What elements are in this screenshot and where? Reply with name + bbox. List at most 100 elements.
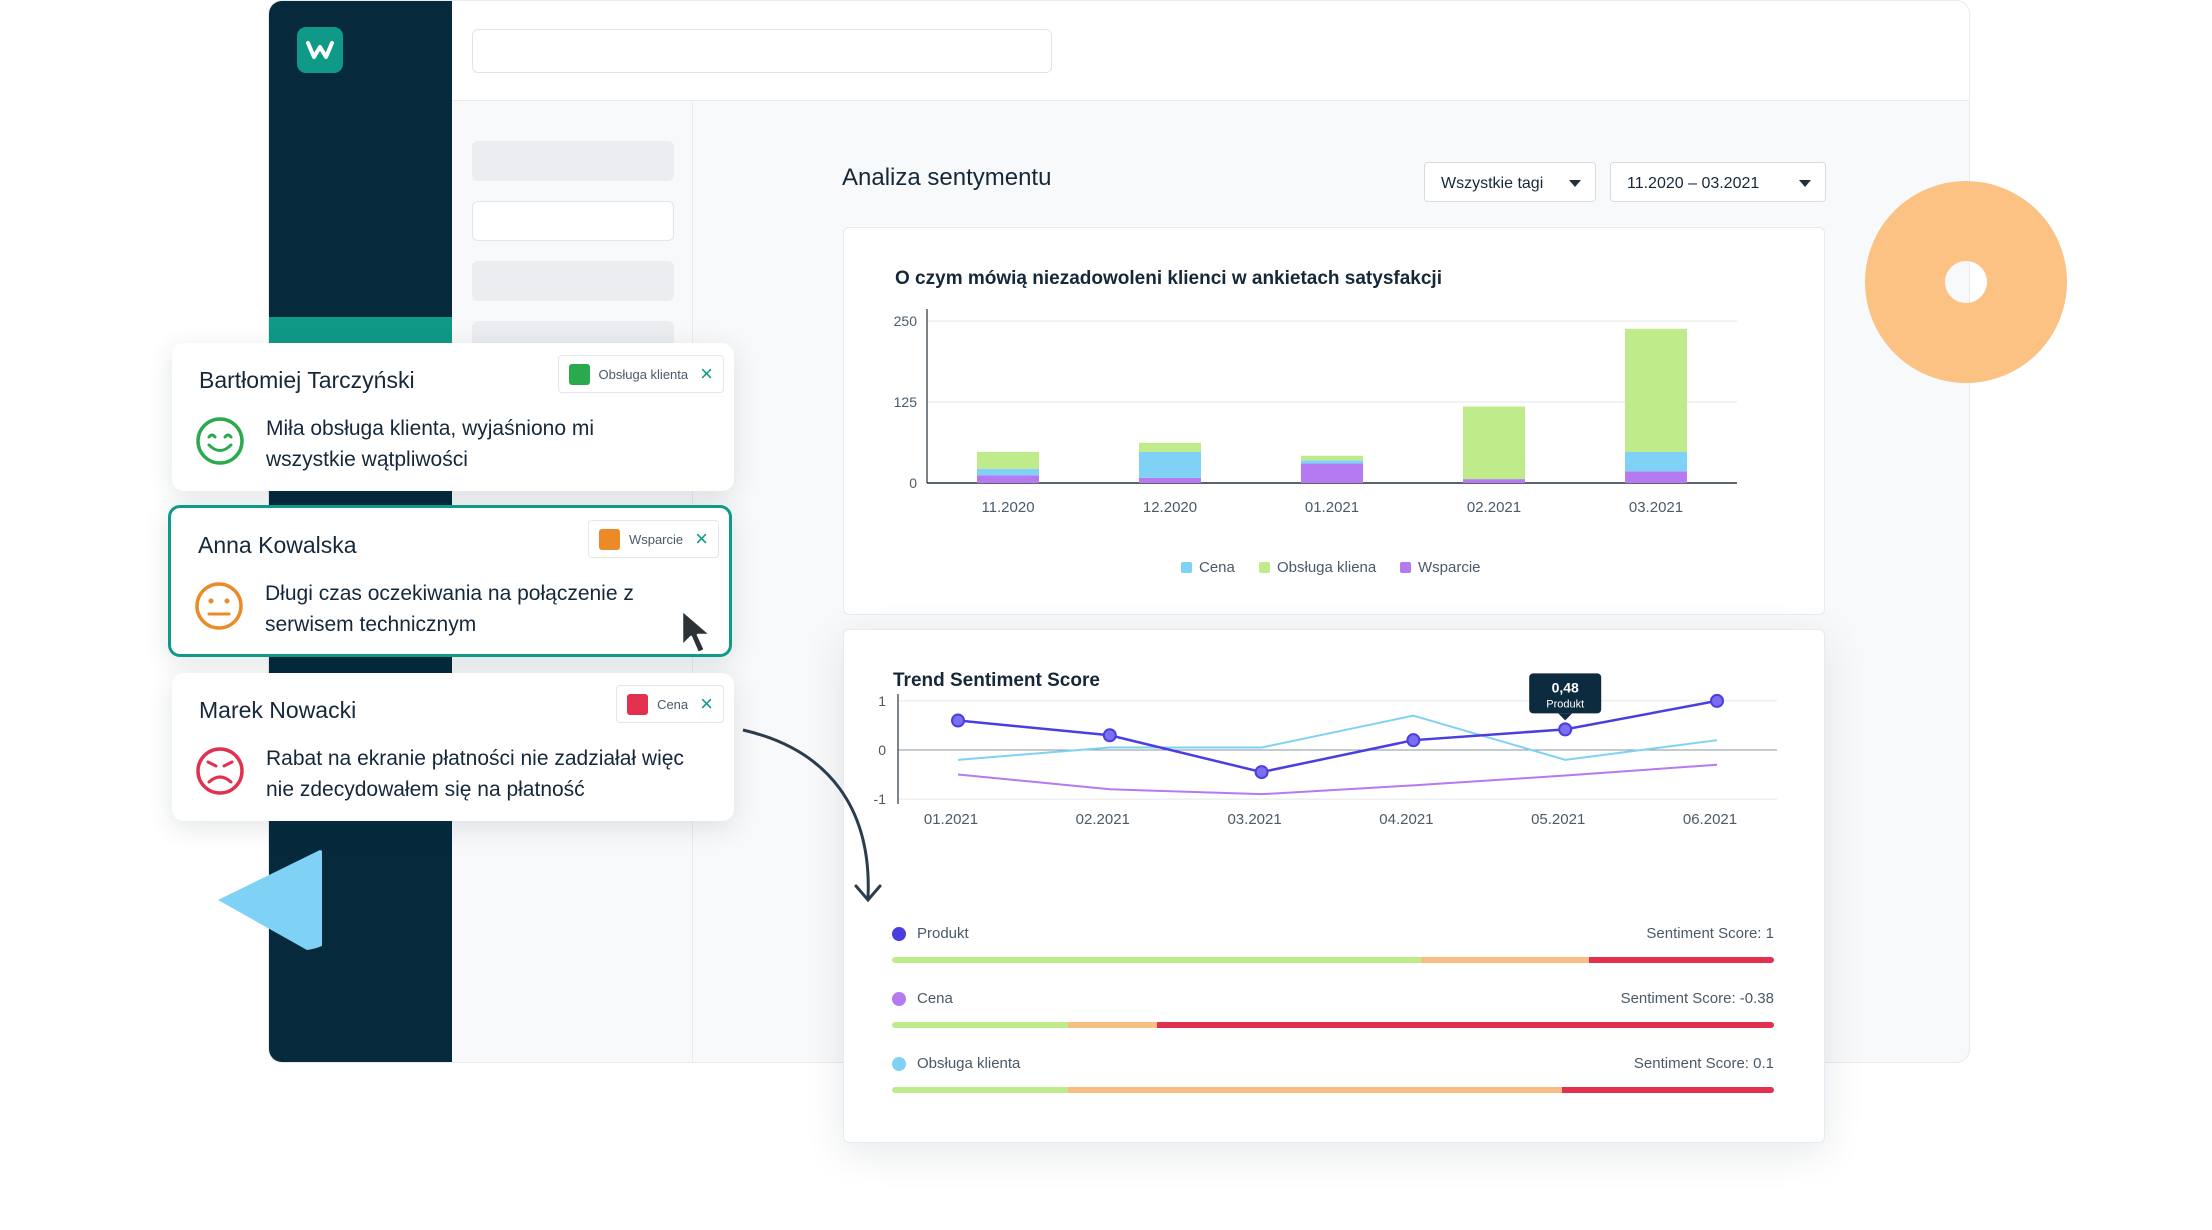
bar-segment: [1625, 471, 1687, 483]
feedback-message: Miła obsługa klienta, wyjaśniono mi wszy…: [266, 417, 594, 471]
date-range-value: 11.2020 – 03.2021: [1627, 175, 1760, 192]
y-tick-label: 1: [878, 693, 886, 709]
tooltip-pointer: [1558, 713, 1573, 721]
close-icon[interactable]: ×: [695, 526, 708, 551]
legend-label: Cena: [1199, 559, 1235, 576]
series-line: [957, 763, 1718, 796]
tag-color-swatch: [627, 693, 649, 715]
trend-chart-title: Trend Sentiment Score: [893, 670, 1100, 691]
series-line: [957, 714, 1718, 761]
close-icon[interactable]: ×: [700, 691, 713, 716]
chart-tooltip: 0,48 Produkt: [1529, 673, 1602, 721]
y-tick-label: 0: [909, 475, 917, 491]
feedback-message: Rabat na ekranie płatności nie zadziałał…: [266, 747, 684, 801]
sentiment-bar-segment: [1068, 1022, 1157, 1028]
bar-segment: [1301, 463, 1363, 483]
legend-item-cena: Cena: [1181, 559, 1235, 576]
sentiment-bar-segment: [1156, 1022, 1774, 1028]
tag-label: Cena: [657, 696, 689, 712]
bar-segment: [1139, 451, 1201, 478]
sentiment-bar-segment: [892, 1087, 1069, 1093]
sentiment-score-value: Sentiment Score: 1: [1646, 925, 1774, 942]
bar-chart-title: O czym mówią niezadowoleni klienci w ank…: [895, 268, 1442, 289]
nav-placeholder[interactable]: [472, 261, 674, 301]
sentiment-score-value: Sentiment Score: -0.38: [1620, 990, 1774, 1007]
bar-segment: [1301, 460, 1363, 464]
tag-label: Obsługa klienta: [598, 366, 689, 382]
bar-segment: [1625, 328, 1687, 452]
x-tick-label: 02.2021: [1076, 811, 1130, 828]
sentiment-bar-segment: [1588, 957, 1774, 963]
bar-segment: [977, 451, 1039, 469]
neutral-face-icon: [195, 582, 243, 630]
sentiment-bar-segment: [892, 957, 1422, 963]
nav-placeholder[interactable]: [472, 201, 674, 241]
x-tick-label: 04.2021: [1379, 811, 1433, 828]
bar-segment: [977, 468, 1039, 476]
customer-name: Anna Kowalska: [198, 532, 357, 558]
page-title: Analiza sentymentu: [842, 164, 1052, 191]
legend-item-obsluga: Obsługa kliena: [1259, 559, 1376, 576]
tag-color-swatch: [598, 528, 620, 550]
x-tick-label: 12.2020: [1143, 499, 1197, 516]
feedback-card[interactable]: Marek Nowacki Cena × Rabat na ekranie pł…: [172, 673, 734, 821]
series-line: [957, 699, 1718, 774]
y-tick-label: 0: [878, 742, 886, 758]
close-icon[interactable]: ×: [700, 361, 713, 386]
tooltip-label: Produkt: [1546, 698, 1584, 710]
data-point: [1254, 765, 1269, 780]
bar-segment: [977, 475, 1039, 483]
sentiment-bar: [892, 957, 1774, 963]
date-range-select[interactable]: 11.2020 – 03.2021: [1610, 162, 1826, 202]
legend-swatch: [1181, 562, 1192, 573]
x-tick-label: 01.2021: [924, 811, 978, 828]
x-tick-label: 11.2020: [981, 499, 1034, 516]
series-name: Obsługa klienta: [917, 1055, 1021, 1072]
search-input[interactable]: [472, 29, 1052, 73]
sentiment-bar: [892, 1022, 1774, 1028]
sentiment-bar: [892, 1087, 1774, 1093]
bar-chart-card: O czym mówią niezadowoleni klienci w ank…: [843, 227, 1825, 615]
data-point: [1710, 693, 1724, 708]
feedback-card-selected[interactable]: Anna Kowalska Wsparcie × Długi czas ocze…: [168, 505, 732, 657]
x-tick-label: 03.2021: [1227, 811, 1281, 828]
legend-item-wsparcie: Wsparcie: [1400, 559, 1481, 576]
feedback-message: Długi czas oczekiwania na połączenie z s…: [265, 582, 634, 636]
customer-name: Bartłomiej Tarczyński: [199, 367, 415, 393]
legend-label: Wsparcie: [1418, 559, 1481, 576]
data-point: [1102, 728, 1117, 743]
sentiment-bar-segment: [892, 1022, 1069, 1028]
sentiment-bar-segment: [1421, 957, 1589, 963]
series-dot: [892, 927, 906, 941]
data-point: [1558, 722, 1573, 737]
trend-chart-card: Trend Sentiment Score 1 0 -1 01.2021 02.2021…: [843, 629, 1825, 1143]
angry-face-icon: [196, 747, 244, 795]
data-point: [1406, 733, 1421, 748]
tag-filter-value: Wszystkie tagi: [1441, 175, 1544, 192]
series-dot: [892, 992, 906, 1006]
nav-placeholder[interactable]: [472, 141, 674, 181]
customer-name: Marek Nowacki: [199, 697, 357, 723]
app-logo[interactable]: [297, 27, 343, 73]
sentiment-score-value: Sentiment Score: 0.1: [1633, 1055, 1774, 1072]
sentiment-score-row: Cena Sentiment Score: -0.38: [892, 988, 1774, 1028]
bar-segment: [1625, 451, 1687, 472]
sentiment-bar-segment: [1068, 1087, 1563, 1093]
donut-decoration: [1865, 181, 2067, 383]
x-tick-label: 03.2021: [1629, 499, 1683, 516]
w-logo-icon: [306, 41, 334, 59]
legend-swatch: [1259, 562, 1270, 573]
arrow-connector-icon: [742, 728, 882, 903]
happy-face-icon: [196, 417, 244, 465]
bar-segment: [1463, 406, 1525, 480]
tag-filter-select[interactable]: Wszystkie tagi: [1424, 162, 1596, 202]
top-bar: [452, 1, 1969, 101]
sentiment-score-row: Obsługa klienta Sentiment Score: 0.1: [892, 1053, 1774, 1093]
series-name: Produkt: [917, 925, 969, 942]
feedback-card[interactable]: Bartłomiej Tarczyński Obsługa klienta × …: [172, 343, 734, 491]
legend-swatch: [1400, 562, 1411, 573]
y-tick-label: 250: [894, 313, 918, 329]
bar-segment: [1463, 479, 1525, 483]
mouse-cursor-icon: [680, 608, 713, 655]
sentiment-bar-segment: [1562, 1087, 1774, 1093]
